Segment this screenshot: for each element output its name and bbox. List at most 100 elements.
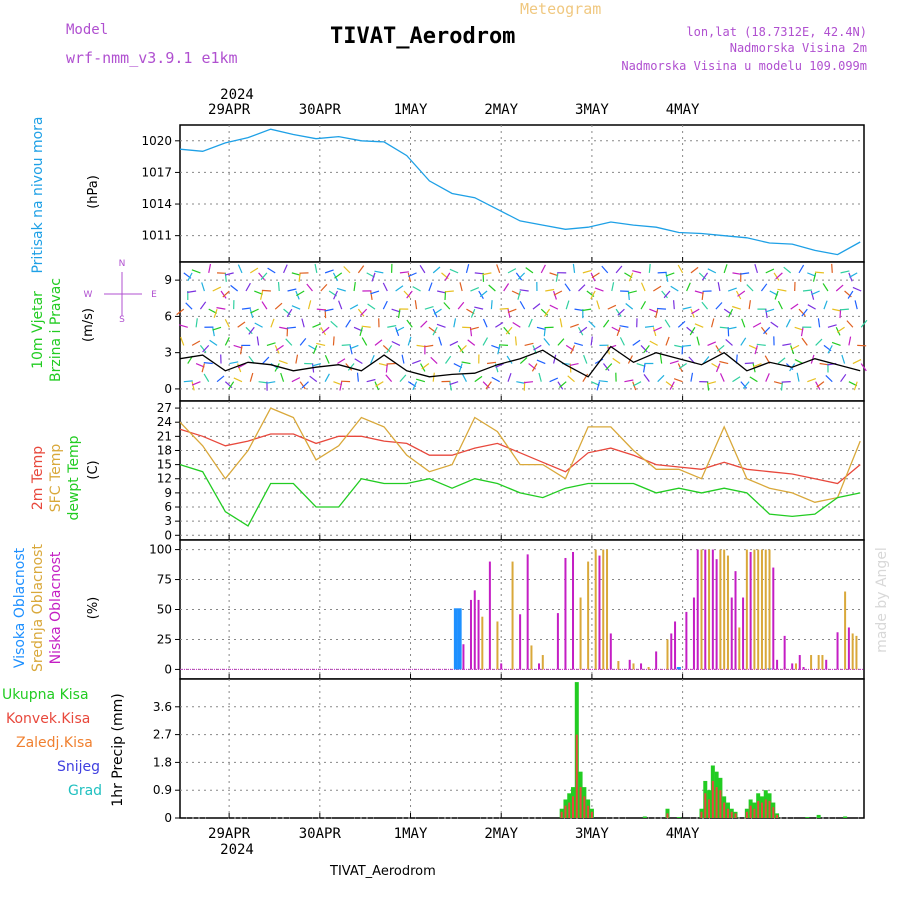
cloud-bar xyxy=(810,655,813,670)
wind-barb xyxy=(212,286,222,292)
wind-barb xyxy=(195,318,198,328)
wind-barb xyxy=(664,319,671,328)
wind-barb xyxy=(717,282,721,292)
model-elevation-label: Nadmorska Visina u modelu 109.099m xyxy=(621,59,867,73)
wind-barb xyxy=(274,363,280,372)
wind-barb xyxy=(432,372,435,382)
wind-barb xyxy=(619,325,629,328)
wind-barb xyxy=(421,363,430,370)
wind-barb xyxy=(270,318,275,328)
wind-barb xyxy=(191,269,201,274)
wind-barb xyxy=(279,326,289,330)
top-date-labels: 29APR 30APR 1MAY 2MAY 3MAY 4MAY xyxy=(208,102,700,118)
wind-barb xyxy=(782,343,792,346)
wind-barb xyxy=(732,305,741,310)
wind-barb xyxy=(449,381,459,386)
precip-bar xyxy=(700,811,703,818)
cloud-bar xyxy=(696,549,699,670)
cloud-bar xyxy=(715,559,718,670)
wind-barb xyxy=(760,283,768,292)
wind-barb xyxy=(316,308,326,311)
cloud-bar xyxy=(457,608,462,670)
wind-barb xyxy=(212,327,215,337)
wind-barb xyxy=(543,338,551,346)
wind-barb xyxy=(741,318,746,328)
wind-barb xyxy=(286,326,296,329)
wind-barb xyxy=(752,322,762,328)
wind-barb xyxy=(506,355,513,364)
wind-barb xyxy=(765,309,768,319)
temp2m-line xyxy=(179,428,861,485)
wind-barb xyxy=(749,376,758,383)
precip-legend-entry: Ukupna Kisa xyxy=(2,687,89,703)
wind-barb xyxy=(191,340,201,346)
y-tick-label: 0 xyxy=(164,382,172,396)
wind-barb xyxy=(673,378,683,383)
wind-barb xyxy=(783,266,792,274)
wind-barb xyxy=(240,345,243,355)
wind-barb xyxy=(774,290,779,300)
cloud-bar xyxy=(481,616,484,670)
cloud-bar xyxy=(708,549,711,670)
compass-n-label: N xyxy=(119,259,126,269)
wind-barb xyxy=(428,282,433,292)
cloud-bar xyxy=(794,663,797,670)
wind-barb xyxy=(261,301,268,310)
wind-barb xyxy=(443,302,451,310)
wind-barb xyxy=(669,360,679,365)
wind-barb xyxy=(723,264,728,274)
wind-barb xyxy=(840,270,850,274)
cloud-bar xyxy=(511,561,514,670)
wind-barb xyxy=(228,381,235,390)
precip-bar xyxy=(560,811,563,818)
cloud-bar xyxy=(760,549,763,670)
wind-barb xyxy=(801,308,808,317)
wind-barb xyxy=(543,327,546,337)
cloud-bar xyxy=(847,627,850,670)
wind-barb xyxy=(474,306,484,310)
wind-barb xyxy=(852,286,862,292)
cloud-bar xyxy=(676,667,681,670)
wind-barb xyxy=(531,363,538,372)
wind-speed-line xyxy=(179,345,861,378)
wind-barb xyxy=(817,318,821,328)
wind-barb xyxy=(653,285,662,292)
cloud-bar xyxy=(526,554,529,670)
wind-barb xyxy=(229,361,239,365)
wind-barb xyxy=(391,308,401,313)
wind-barb xyxy=(374,339,383,346)
cloud-bar xyxy=(734,571,737,670)
wind-barb xyxy=(596,381,601,391)
wind-barb xyxy=(203,373,210,382)
wind-barb xyxy=(467,339,476,346)
y-tick-label: 2.7 xyxy=(153,728,172,742)
wind-barb xyxy=(432,266,441,274)
precip-bar xyxy=(776,814,779,818)
cloud-bar xyxy=(617,661,620,670)
wind-barb xyxy=(632,381,642,387)
model-name: wrf-nmm_v3.9.1 e1km xyxy=(66,49,238,67)
wind-barb xyxy=(583,354,588,364)
cloud-bar xyxy=(825,659,828,670)
wind-barb xyxy=(301,381,309,389)
wind-barb xyxy=(261,289,271,292)
cloud-bar xyxy=(730,597,733,670)
precip-bar xyxy=(757,801,760,818)
wind-barb xyxy=(681,345,684,355)
precip-bar xyxy=(726,808,729,818)
cloud-bar xyxy=(768,549,771,670)
wind-barb xyxy=(602,363,610,371)
wind-barb xyxy=(485,381,492,390)
bottom-date-label: 2MAY xyxy=(484,826,518,842)
bottom-date-labels: 29APR 30APR 1MAY 2MAY 3MAY 4MAY xyxy=(208,826,700,842)
wind-barb xyxy=(444,290,447,301)
cloud-bar xyxy=(606,549,609,670)
wind-barb xyxy=(324,355,330,364)
wind-barb xyxy=(459,282,463,292)
wind-barb xyxy=(316,342,326,346)
wind-barb xyxy=(559,381,567,388)
wind-barb xyxy=(469,327,473,337)
wind-barb xyxy=(438,336,443,346)
wind-barb xyxy=(298,272,301,282)
wind-barb xyxy=(689,326,696,336)
